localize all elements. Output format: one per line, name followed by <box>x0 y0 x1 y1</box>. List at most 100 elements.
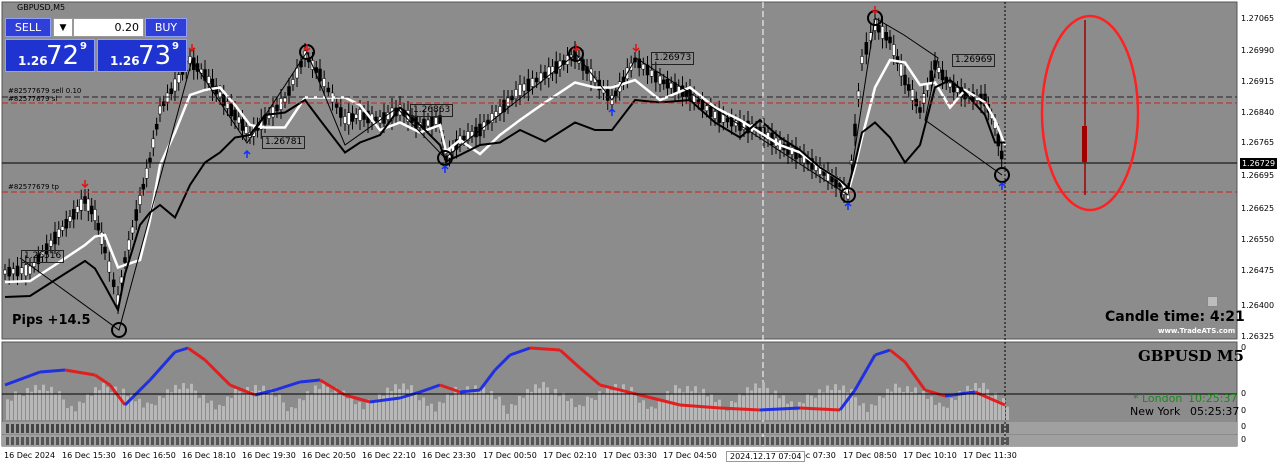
oscillator-histogram-bar <box>18 393 21 420</box>
strip-bar <box>141 424 144 433</box>
strip-bar <box>431 424 434 433</box>
sell-button[interactable]: SELL <box>5 18 51 37</box>
strip-bar <box>896 437 899 445</box>
volume-input[interactable]: 0.20 <box>73 18 144 37</box>
oscillator-histogram-bar <box>198 397 201 420</box>
oscillator-line-segment <box>39 368 66 374</box>
strip-bar <box>281 437 284 445</box>
candle-body <box>514 89 518 99</box>
strip-bar <box>811 437 814 445</box>
oscillator-histogram-bar <box>470 391 473 420</box>
strip-bar <box>941 437 944 445</box>
strip-bar <box>311 424 314 433</box>
oscillator-line-segment <box>799 406 841 412</box>
strip-bar <box>746 437 749 445</box>
strip-bar <box>856 437 859 445</box>
oscillator-histogram-bar <box>890 391 893 420</box>
volume-dropdown-icon[interactable]: ▼ <box>53 18 73 37</box>
strip-bar <box>866 437 869 445</box>
strip-bar <box>451 437 454 445</box>
oscillator-histogram-bar <box>658 398 661 420</box>
strip-bar <box>61 424 64 433</box>
oscillator-histogram-bar <box>938 402 941 420</box>
oscillator-histogram-bar <box>630 387 633 420</box>
strip-bar <box>986 424 989 433</box>
oscillator-histogram-bar <box>70 405 73 420</box>
strip-bar <box>836 437 839 445</box>
strip-bar <box>396 437 399 445</box>
strip-bar <box>481 424 484 433</box>
strip-bar <box>1001 424 1004 433</box>
candle-body <box>704 105 709 112</box>
strip-bar <box>296 437 299 445</box>
strip-bar <box>71 424 74 433</box>
oscillator-histogram-bar <box>702 388 705 420</box>
strip-bar <box>516 437 519 445</box>
sell-arrow-icon <box>81 180 89 189</box>
oscillator-histogram-bar <box>82 402 85 420</box>
strip-bar <box>71 437 74 445</box>
time-axis-tick: 16 Dec 19:30 <box>242 451 296 460</box>
buy-arrow-icon <box>844 201 852 210</box>
strip-bar <box>66 437 69 445</box>
candle-body <box>154 123 159 130</box>
ask-quote-pips: 73 <box>138 41 172 71</box>
oscillator-histogram-bar <box>542 382 545 420</box>
strip-bar <box>786 424 789 433</box>
time-axis-tick: 17 Dec 00:50 <box>483 451 537 460</box>
oscillator-histogram-bar <box>726 410 729 420</box>
strip-bar <box>671 437 674 445</box>
strip-bar <box>111 424 114 433</box>
oscillator-line-segment <box>174 346 189 354</box>
session-newyork-label: New York <box>1130 405 1181 418</box>
oscillator-histogram-bar <box>302 400 305 420</box>
strip-bar <box>916 437 919 445</box>
strip-bar <box>621 424 624 433</box>
strip-bar <box>806 437 809 445</box>
candle-body <box>53 231 57 245</box>
strip-bar <box>931 437 934 445</box>
strip-bar <box>411 424 414 433</box>
oscillator-histogram-bar <box>758 388 761 420</box>
oscillator-histogram-bar <box>86 393 89 420</box>
oscillator-histogram-bar <box>566 400 569 420</box>
strip-bar <box>376 437 379 445</box>
candle-body <box>692 94 696 103</box>
strip-bar <box>486 437 489 445</box>
candle-body <box>130 226 135 234</box>
strip-bar <box>511 437 514 445</box>
bid-quote-button[interactable]: 1.26 72 9 <box>5 39 95 72</box>
oscillator-histogram-bar <box>282 402 285 420</box>
ask-quote-button[interactable]: 1.26 73 9 <box>97 39 187 72</box>
candle-body <box>466 131 470 141</box>
strip-bar <box>201 424 204 433</box>
strip-bar <box>871 437 874 445</box>
buy-button[interactable]: BUY <box>145 18 187 37</box>
oscillator-line-segment <box>599 383 641 397</box>
strip-bar <box>676 424 679 433</box>
candle-body <box>462 135 466 141</box>
strip-bar <box>611 437 614 445</box>
oscillator-histogram-bar <box>230 398 233 420</box>
strip-bar <box>336 424 339 433</box>
strip-bar <box>121 424 124 433</box>
oscillator-histogram-bar <box>930 396 933 420</box>
oscillator-histogram-bar <box>274 396 277 420</box>
oscillator-histogram-bar <box>50 386 53 420</box>
oscillator-histogram-bar <box>450 395 453 420</box>
oscillator-histogram-bar <box>214 409 217 420</box>
indicator-toggle-checkbox[interactable] <box>1207 296 1218 307</box>
indicator-axis-tick: 0 <box>1241 422 1247 431</box>
oscillator-histogram-bar <box>150 403 153 420</box>
candle-body <box>434 117 438 125</box>
strip-bar <box>651 437 654 445</box>
strip-bar <box>771 437 774 445</box>
oscillator-line-segment <box>874 348 891 357</box>
candle-body <box>3 269 7 275</box>
strip-bar <box>881 437 884 445</box>
strip-bar <box>631 424 634 433</box>
strip-bar <box>506 437 509 445</box>
strip-bar <box>441 424 444 433</box>
strip-bar <box>601 437 604 445</box>
